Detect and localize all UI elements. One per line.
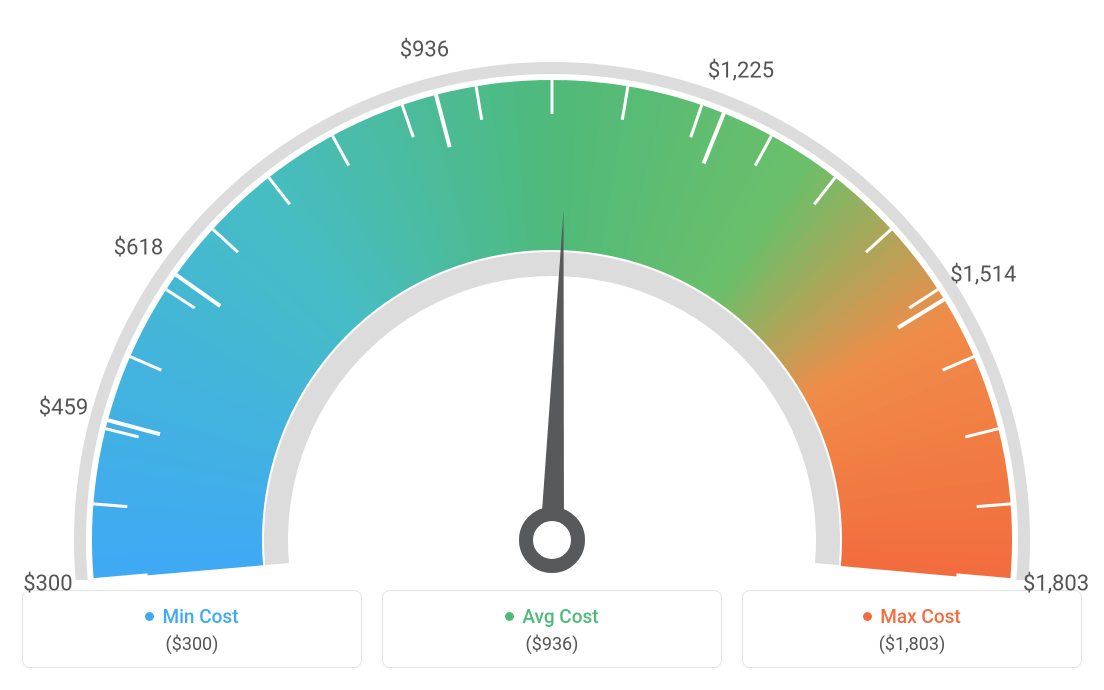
legend-label-avg: Avg Cost [522,605,598,628]
gauge-tick-label: $1,803 [1023,572,1089,597]
gauge-tick-label: $459 [39,396,88,421]
legend-card-max: Max Cost ($1,803) [742,590,1082,668]
gauge-tick-label: $936 [400,38,449,63]
gauge-tick-label: $1,514 [950,263,1016,288]
legend-dot-min [145,612,154,621]
legend-label-max: Max Cost [880,605,960,628]
gauge-tick-label: $618 [114,236,163,261]
gauge-tick-label: $1,225 [708,58,774,83]
legend-value-min: ($300) [166,634,219,655]
legend-card-min: Min Cost ($300) [22,590,362,668]
legend-row: Min Cost ($300) Avg Cost ($936) Max Cost… [22,590,1082,668]
legend-value-max: ($1,803) [879,634,946,655]
gauge-chart: $300$459$618$936$1,225$1,514$1,803 [22,20,1082,580]
legend-card-avg: Avg Cost ($936) [382,590,722,668]
legend-value-avg: ($936) [526,634,579,655]
legend-dot-avg [505,612,514,621]
gauge-tick-label: $300 [23,572,72,597]
legend-label-min: Min Cost [162,605,238,628]
legend-dot-max [863,612,872,621]
